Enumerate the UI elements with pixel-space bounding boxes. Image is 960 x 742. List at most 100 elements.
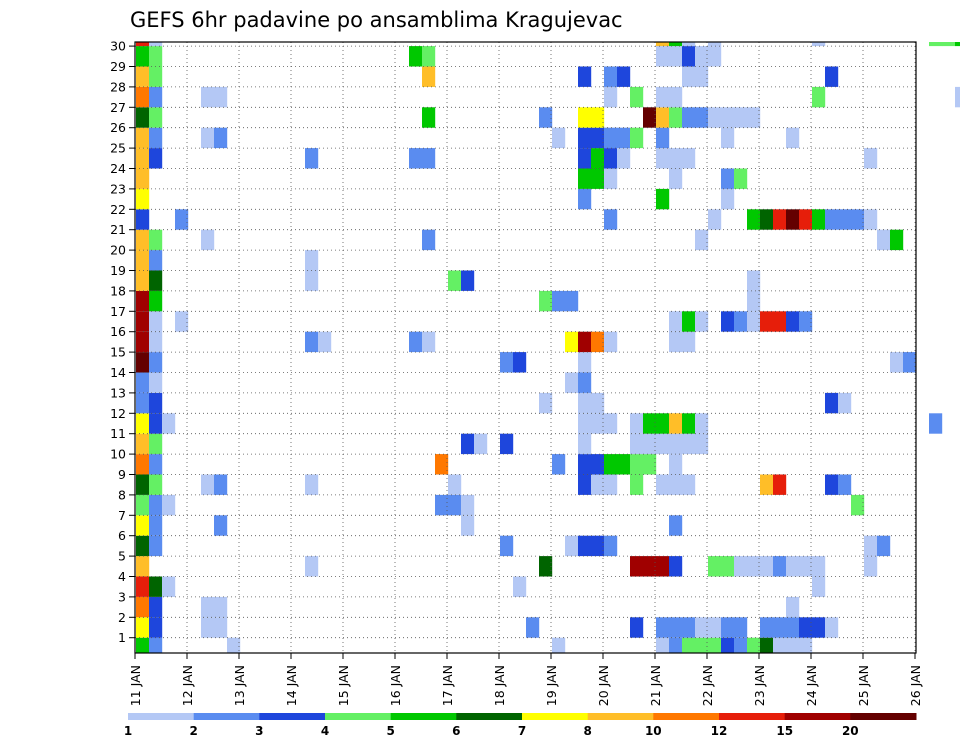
heatmap-cell	[578, 188, 592, 210]
heatmap-cell	[695, 617, 709, 638]
heatmap-cell	[136, 596, 150, 618]
heatmap-cell	[669, 46, 683, 67]
heatmap-cell	[890, 352, 904, 373]
legend-swatch	[325, 713, 392, 720]
y-tick-label: 25	[110, 141, 126, 156]
heatmap-cell	[825, 66, 839, 87]
heatmap-cell	[734, 107, 748, 128]
heatmap-cell	[773, 637, 787, 654]
heatmap-cell	[136, 42, 150, 47]
heatmap-cell	[942, 42, 956, 47]
heatmap-cell	[721, 556, 735, 577]
heatmap-cell	[682, 474, 696, 495]
y-tick-label: 6	[118, 528, 126, 543]
heatmap-cell	[201, 229, 215, 251]
heatmap-cell	[422, 107, 436, 128]
heatmap-cell	[214, 515, 228, 536]
heatmap-cell	[461, 270, 475, 291]
heatmap-cell	[825, 617, 839, 638]
heatmap-cell	[500, 352, 514, 373]
heatmap-cell	[214, 86, 228, 108]
y-tick-label: 8	[118, 487, 126, 502]
heatmap-cell	[812, 209, 826, 230]
heatmap-cell	[162, 413, 176, 434]
heatmap-cell	[630, 556, 644, 577]
heatmap-cell	[877, 229, 891, 251]
y-tick-label: 13	[110, 385, 126, 400]
heatmap-cell	[201, 86, 215, 108]
heatmap-cell	[708, 107, 722, 128]
heatmap-cell	[760, 556, 774, 577]
heatmap-cell	[812, 576, 826, 597]
heatmap-cell	[682, 46, 696, 67]
heatmap-cell	[149, 229, 163, 251]
heatmap-cell	[149, 474, 163, 495]
legend-swatch	[193, 713, 260, 720]
heatmap-cell	[305, 148, 319, 169]
heatmap-cell	[656, 474, 670, 495]
heatmap-cell	[630, 86, 644, 108]
heatmap-cell	[773, 474, 787, 495]
heatmap-cell	[669, 454, 683, 475]
y-tick-label: 22	[110, 202, 126, 217]
heatmap-cell	[669, 637, 683, 654]
heatmap-cell	[669, 556, 683, 577]
heatmap-cell	[812, 617, 826, 638]
y-tick-label: 21	[110, 222, 126, 237]
legend-label: 6	[452, 724, 460, 738]
heatmap-cell	[604, 86, 618, 108]
heatmap-cell	[630, 127, 644, 149]
legend-label: 8	[584, 724, 592, 738]
heatmap-cell	[500, 433, 514, 455]
legend-label: 12	[711, 724, 728, 738]
heatmap-cell	[669, 42, 683, 47]
heatmap-cell	[721, 188, 735, 210]
heatmap-cell	[318, 331, 332, 353]
heatmap-cell	[136, 637, 150, 654]
heatmap-cells	[136, 42, 960, 654]
heatmap-cell	[786, 209, 800, 230]
heatmap-cell	[162, 576, 176, 597]
heatmap-cell	[149, 535, 163, 557]
y-tick-label: 28	[110, 79, 126, 94]
heatmap-cell	[604, 535, 618, 557]
heatmap-cell	[578, 392, 592, 414]
heatmap-cell	[799, 311, 813, 332]
heatmap-cell	[721, 637, 735, 654]
heatmap-cell	[214, 617, 228, 638]
heatmap-cell	[162, 494, 176, 516]
heatmap-cell	[136, 168, 150, 189]
heatmap-cell	[669, 331, 683, 353]
heatmap-cell	[695, 107, 709, 128]
heatmap-cell	[747, 107, 761, 128]
y-axis: 1234567891011121314151617181920212223242…	[110, 39, 135, 645]
heatmap-cell	[149, 596, 163, 618]
heatmap-cell	[149, 331, 163, 353]
heatmap-cell	[409, 331, 423, 353]
heatmap-cell	[708, 42, 722, 47]
heatmap-cell	[461, 433, 475, 455]
heatmap-cell	[838, 209, 852, 230]
heatmap-cell	[422, 148, 436, 169]
heatmap-cell	[201, 596, 215, 618]
heatmap-cell	[422, 46, 436, 67]
heatmap-cell	[734, 637, 748, 654]
heatmap-cell	[682, 311, 696, 332]
heatmap-cell	[565, 331, 579, 353]
heatmap-cell	[578, 331, 592, 353]
heatmap-cell	[565, 372, 579, 393]
heatmap-cell	[149, 454, 163, 475]
heatmap-cell	[305, 474, 319, 495]
legend-swatch	[456, 713, 523, 720]
heatmap-cell	[630, 474, 644, 495]
legend-swatch	[128, 713, 195, 720]
heatmap-cell	[799, 637, 813, 654]
heatmap-cell	[136, 66, 150, 87]
legend-label: 15	[776, 724, 793, 738]
heatmap-cell	[682, 42, 696, 47]
heatmap-cell	[695, 66, 709, 87]
heatmap-cell	[760, 209, 774, 230]
y-tick-label: 15	[110, 345, 126, 360]
heatmap-cell	[955, 42, 960, 47]
